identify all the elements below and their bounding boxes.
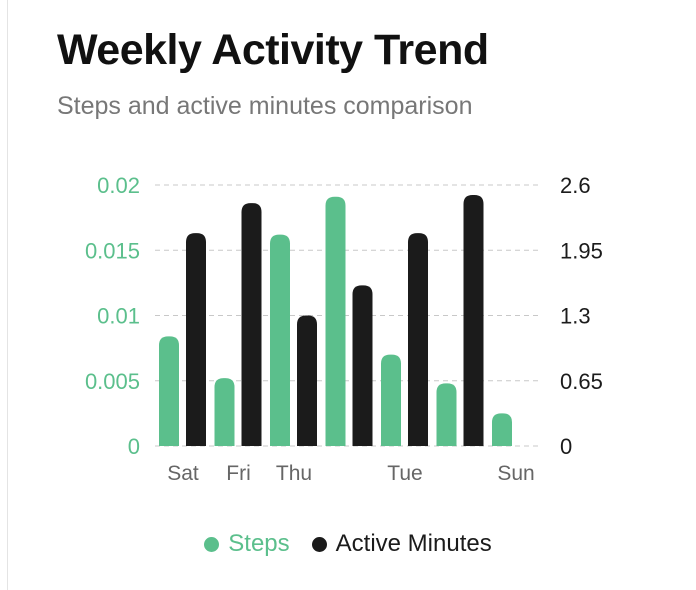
bar-steps xyxy=(325,196,346,446)
legend-swatch-active-minutes xyxy=(311,536,327,552)
left-axis-tick-label: 0.015 xyxy=(85,238,140,263)
x-axis-tick-label: Tue xyxy=(387,462,422,485)
bar-active-minutes xyxy=(463,195,484,446)
right-axis-tick-label: 2.6 xyxy=(560,173,591,198)
chart-title: Weekly Activity Trend xyxy=(57,26,489,74)
right-axis-tick-label: 1.95 xyxy=(560,238,603,263)
left-axis-tick-label: 0.02 xyxy=(97,173,140,198)
legend-item-steps[interactable]: Steps xyxy=(204,530,290,558)
right-axis-tick-label: 0.65 xyxy=(560,369,603,394)
left-axis-tick-label: 0 xyxy=(128,434,140,459)
legend-swatch-steps xyxy=(204,536,220,552)
legend-label-steps: Steps xyxy=(228,530,290,557)
bar-steps xyxy=(436,383,457,446)
legend-item-active-minutes[interactable]: Active Minutes xyxy=(311,530,492,558)
bar-active-minutes xyxy=(241,203,262,446)
right-axis-tick-label: 0 xyxy=(560,434,572,459)
x-axis-tick-label: Fri xyxy=(226,462,251,485)
bar-steps xyxy=(270,234,290,446)
bar-active-minutes xyxy=(408,233,428,446)
legend-label-active-minutes: Active Minutes xyxy=(335,530,492,557)
bar-steps xyxy=(159,336,179,446)
left-axis-tick-label: 0.005 xyxy=(85,369,140,394)
left-axis-tick-label: 0.01 xyxy=(97,304,140,329)
chart-legend: Steps Active Minutes xyxy=(0,530,696,558)
chart-subtitle: Steps and active minutes comparison xyxy=(57,92,473,120)
x-axis-tick-label: Sat xyxy=(167,462,199,485)
bar-steps xyxy=(214,378,235,446)
bar-active-minutes xyxy=(297,315,317,446)
bar-active-minutes xyxy=(352,285,373,446)
x-axis-tick-label: Thu xyxy=(276,462,312,485)
bar-steps xyxy=(492,413,512,446)
bar-active-minutes xyxy=(186,233,206,446)
card-edge xyxy=(7,0,8,590)
x-axis-tick-label: Sun xyxy=(497,462,534,485)
right-axis-tick-label: 1.3 xyxy=(560,304,591,329)
bar-steps xyxy=(381,354,401,446)
